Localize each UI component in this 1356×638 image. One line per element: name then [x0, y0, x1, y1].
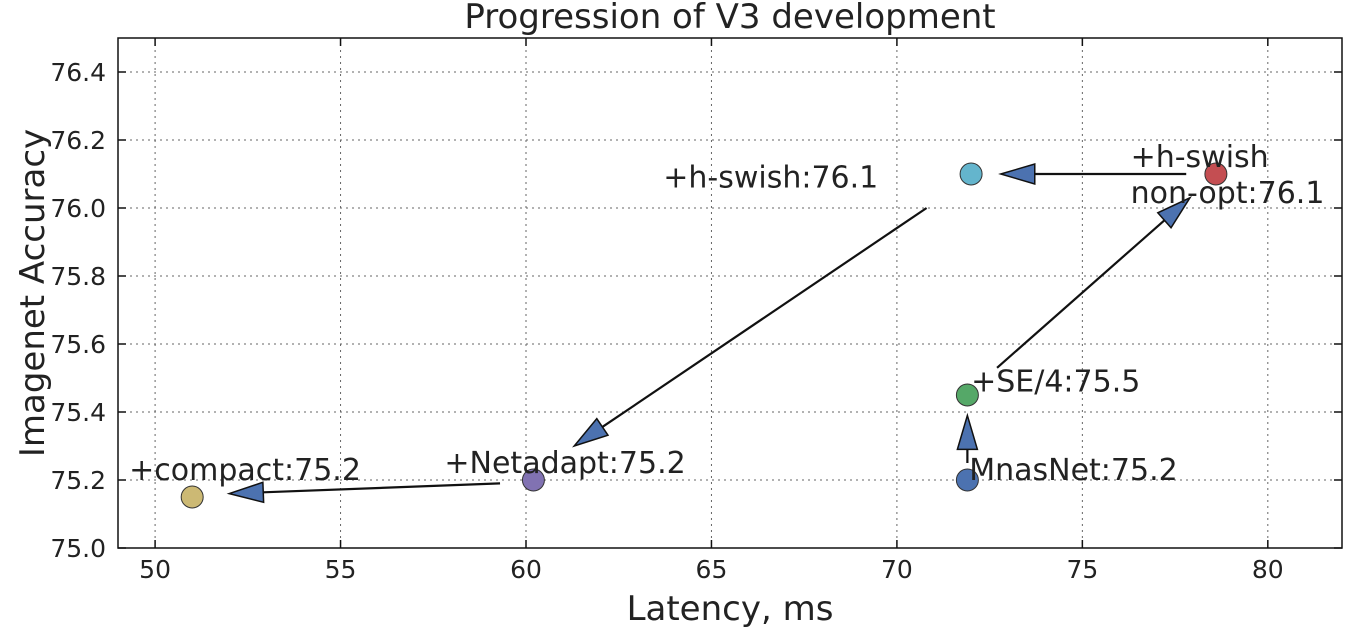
x-tick-label: 60 [510, 555, 542, 584]
annotation-line: +h-swish [1131, 140, 1269, 175]
arrow [572, 207, 928, 448]
annotation-label: +h-swish:76.1 [663, 161, 878, 196]
data-point [959, 162, 983, 186]
arrow-head [998, 162, 1036, 186]
x-tick-label: 65 [696, 555, 728, 584]
annotation-line: MnasNet:75.2 [969, 453, 1177, 488]
y-tick-label: 75.6 [50, 330, 106, 359]
arrow-head [956, 412, 979, 451]
arrow-shaft [263, 482, 501, 494]
grid [118, 38, 1342, 549]
chart-title: Progression of V3 development [464, 0, 995, 37]
arrow [996, 196, 1192, 369]
arrows [226, 162, 1192, 504]
data-point [955, 468, 979, 492]
annotation-line: +SE/4:75.5 [971, 365, 1140, 400]
plot-frame [117, 37, 1343, 549]
y-tick-label: 76.0 [50, 194, 106, 223]
annotations: MnasNet:75.2 +SE/4:75.5 +h-swish non-opt:76… [129, 140, 1324, 488]
annotation-line: +h-swish:76.1 [663, 161, 878, 196]
y-tick-label: 75.8 [50, 262, 106, 291]
data-point [1204, 162, 1228, 186]
arrow [956, 412, 979, 463]
data-point [180, 485, 204, 509]
annotation-line: +Netadapt:75.2 [444, 446, 685, 481]
arrow [998, 162, 1187, 186]
arrow-head [1156, 196, 1192, 230]
y-tick-label: 76.4 [50, 58, 106, 87]
annotation-label: +SE/4:75.5 [971, 365, 1140, 400]
x-tick-label: 75 [1066, 555, 1098, 584]
annotation-line: non-opt:76.1 [1131, 176, 1325, 211]
y-tick-label: 75.4 [50, 398, 106, 427]
y-axis-label: Imagenet Accuracy [13, 129, 53, 457]
x-tick-label: 80 [1252, 555, 1284, 584]
annotation-label: MnasNet:75.2 [969, 453, 1177, 488]
x-axis-label: Latency, ms [627, 589, 834, 629]
arrow-head [226, 481, 265, 504]
x-tick-label: 70 [881, 555, 913, 584]
arrow-head [572, 417, 610, 448]
arrow [226, 481, 501, 504]
annotation-line: +compact:75.2 [129, 453, 361, 488]
data-point [521, 468, 545, 492]
y-tick-label: 76.2 [50, 126, 106, 155]
arrow-shaft [996, 219, 1166, 369]
y-tick-label: 75.2 [50, 466, 106, 495]
arrow-shaft [601, 207, 928, 428]
ticks: 50 55 60 65 70 75 80 75.0 75.2 75.4 75.6 75.8 76.0 76… [50, 38, 1342, 584]
annotation-label: +h-swish non-opt:76.1 [1131, 140, 1325, 211]
data-point [955, 383, 979, 407]
annotation-label: +Netadapt:75.2 [444, 446, 685, 481]
annotation-label: +compact:75.2 [129, 453, 361, 488]
x-tick-label: 55 [325, 555, 357, 584]
y-tick-label: 75.0 [50, 534, 106, 563]
x-tick-label: 50 [139, 555, 171, 584]
data-points [180, 162, 1228, 509]
